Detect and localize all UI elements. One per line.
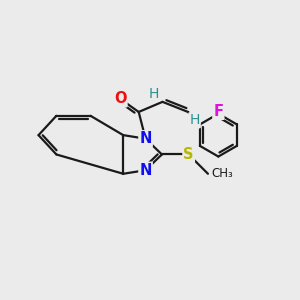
Text: N: N xyxy=(140,131,152,146)
Text: N: N xyxy=(140,163,152,178)
Text: S: S xyxy=(183,147,194,162)
Text: H: H xyxy=(189,113,200,127)
Text: CH₃: CH₃ xyxy=(211,167,233,180)
Text: H: H xyxy=(149,86,159,100)
Text: O: O xyxy=(114,92,127,106)
Text: F: F xyxy=(213,104,224,119)
